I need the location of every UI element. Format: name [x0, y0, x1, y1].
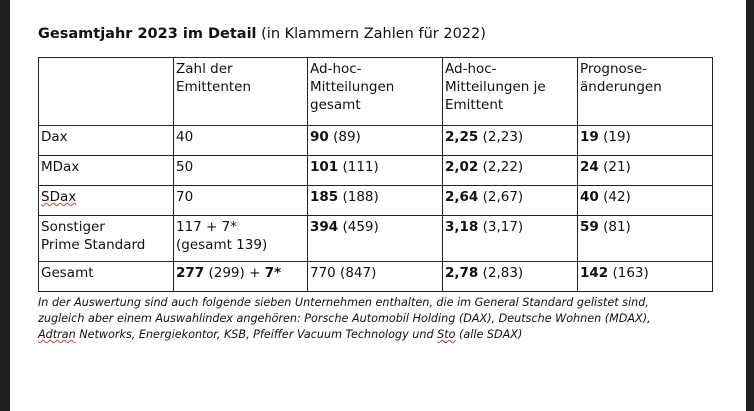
- cell-adhoc-per-issuer: 2,02 (2,22): [442, 155, 578, 186]
- value-previous: (111): [338, 159, 379, 175]
- cell-adhoc-per-issuer: 3,18 (3,17): [442, 215, 578, 262]
- row-label: Gesamt: [38, 261, 174, 292]
- cell-forecast-changes: 40 (42): [577, 185, 713, 216]
- value-current: 19: [580, 129, 599, 145]
- footnote-text: Networks, Energiekontor, KSB, Pfeiffer V…: [75, 328, 438, 341]
- value-previous: (21): [598, 159, 631, 175]
- table-header-row: Zahl der Emittenten Ad-hoc- Mitteilungen…: [38, 57, 713, 126]
- value-previous: (2,23): [478, 129, 524, 145]
- value-current: 40: [580, 189, 599, 205]
- value-current: 2,64: [445, 189, 479, 205]
- cell-adhoc-total: 394 (459): [307, 215, 443, 262]
- statistics-table: Zahl der Emittenten Ad-hoc- Mitteilungen…: [38, 57, 713, 292]
- cell-issuers: 277 (299) + 7*: [173, 261, 308, 292]
- row-label-text: SDax: [41, 189, 77, 205]
- footnote-word: Sto: [437, 328, 456, 341]
- value-previous: (459): [338, 219, 379, 235]
- footnote-line: Adtran Networks, Energiekontor, KSB, Pfe…: [38, 327, 718, 343]
- cell-issuers: 117 + 7* (gesamt 139): [173, 215, 308, 262]
- table-row: Dax 40 90 (89) 2,25 (2,23) 19 (19): [38, 125, 713, 156]
- value-current: 2,02: [445, 159, 479, 175]
- cell-adhoc-total: 90 (89): [307, 125, 443, 156]
- cell-issuers: 70: [173, 185, 308, 216]
- value-current: 90: [310, 129, 329, 145]
- value-previous: (3,17): [478, 219, 524, 235]
- footnote: In der Auswertung sind auch folgende sie…: [38, 295, 718, 343]
- value-current: 2,25: [445, 129, 479, 145]
- cell-adhoc-total: 101 (111): [307, 155, 443, 186]
- table-total-row: Gesamt 277 (299) + 7* 770 (847) 2,78 (2,…: [38, 261, 713, 292]
- header-cell-forecast-changes: Prognose- änderungen: [577, 57, 713, 126]
- cell-forecast-changes: 142 (163): [577, 261, 713, 292]
- page-title: Gesamtjahr 2023 im Detail (in Klammern Z…: [38, 22, 718, 46]
- value-current: 3,18: [445, 219, 479, 235]
- header-cell-adhoc-per-issuer: Ad-hoc- Mitteilungen je Emittent: [442, 57, 578, 126]
- header-cell-issuers: Zahl der Emittenten: [173, 57, 308, 126]
- value-previous: (2,22): [478, 159, 524, 175]
- cell-adhoc-total: 770 (847): [307, 261, 443, 292]
- value-current: 2,78: [445, 265, 479, 281]
- value-current: 277: [176, 265, 205, 281]
- cell-forecast-changes: 59 (81): [577, 215, 713, 262]
- table-row: SDax 70 185 (188) 2,64 (2,67) 40 (42): [38, 185, 713, 216]
- value-previous: (19): [598, 129, 631, 145]
- cell-adhoc-total: 185 (188): [307, 185, 443, 216]
- title-subtitle: (in Klammern Zahlen für 2022): [261, 26, 486, 42]
- value-previous: (42): [598, 189, 631, 205]
- cell-adhoc-per-issuer: 2,25 (2,23): [442, 125, 578, 156]
- footnote-word: Adtran: [38, 328, 76, 341]
- value-current: 142: [580, 265, 609, 281]
- cell-issuers: 40: [173, 125, 308, 156]
- table-row: MDax 50 101 (111) 2,02 (2,22) 24 (21): [38, 155, 713, 186]
- value-current: 59: [580, 219, 599, 235]
- header-cell-adhoc-total: Ad-hoc- Mitteilungen gesamt: [307, 57, 443, 126]
- cell-issuers: 50: [173, 155, 308, 186]
- value-previous: (2,67): [478, 189, 524, 205]
- row-label: SDax: [38, 185, 174, 216]
- value-extra: 7*: [264, 265, 282, 281]
- cell-forecast-changes: 19 (19): [577, 125, 713, 156]
- value-current: 394: [310, 219, 339, 235]
- value-current: 185: [310, 189, 339, 205]
- value-current: 101: [310, 159, 339, 175]
- footnote-text: (alle SDAX): [455, 328, 523, 341]
- table-row: Sonstiger Prime Standard 117 + 7* (gesam…: [38, 215, 713, 262]
- row-label: Sonstiger Prime Standard: [38, 215, 174, 262]
- footnote-line: In der Auswertung sind auch folgende sie…: [38, 296, 649, 309]
- cell-adhoc-per-issuer: 2,78 (2,83): [442, 261, 578, 292]
- window-frame-left: [0, 0, 10, 411]
- title-main: Gesamtjahr 2023 im Detail: [38, 26, 257, 42]
- cell-forecast-changes: 24 (21): [577, 155, 713, 186]
- row-label: Dax: [38, 125, 174, 156]
- row-label: MDax: [38, 155, 174, 186]
- document-content: Gesamtjahr 2023 im Detail (in Klammern Z…: [38, 22, 718, 343]
- value-previous: (89): [328, 129, 361, 145]
- value-previous: (2,83): [478, 265, 524, 281]
- value-previous: (81): [598, 219, 631, 235]
- window-frame-right: [746, 0, 754, 411]
- value-current: 24: [580, 159, 599, 175]
- value-previous: (299) +: [204, 265, 265, 281]
- value-previous: (188): [338, 189, 379, 205]
- footnote-line: zugleich aber einem Auswahlindex angehör…: [38, 312, 651, 325]
- cell-adhoc-per-issuer: 2,64 (2,67): [442, 185, 578, 216]
- header-cell-empty: [38, 57, 174, 126]
- value-previous: (163): [608, 265, 649, 281]
